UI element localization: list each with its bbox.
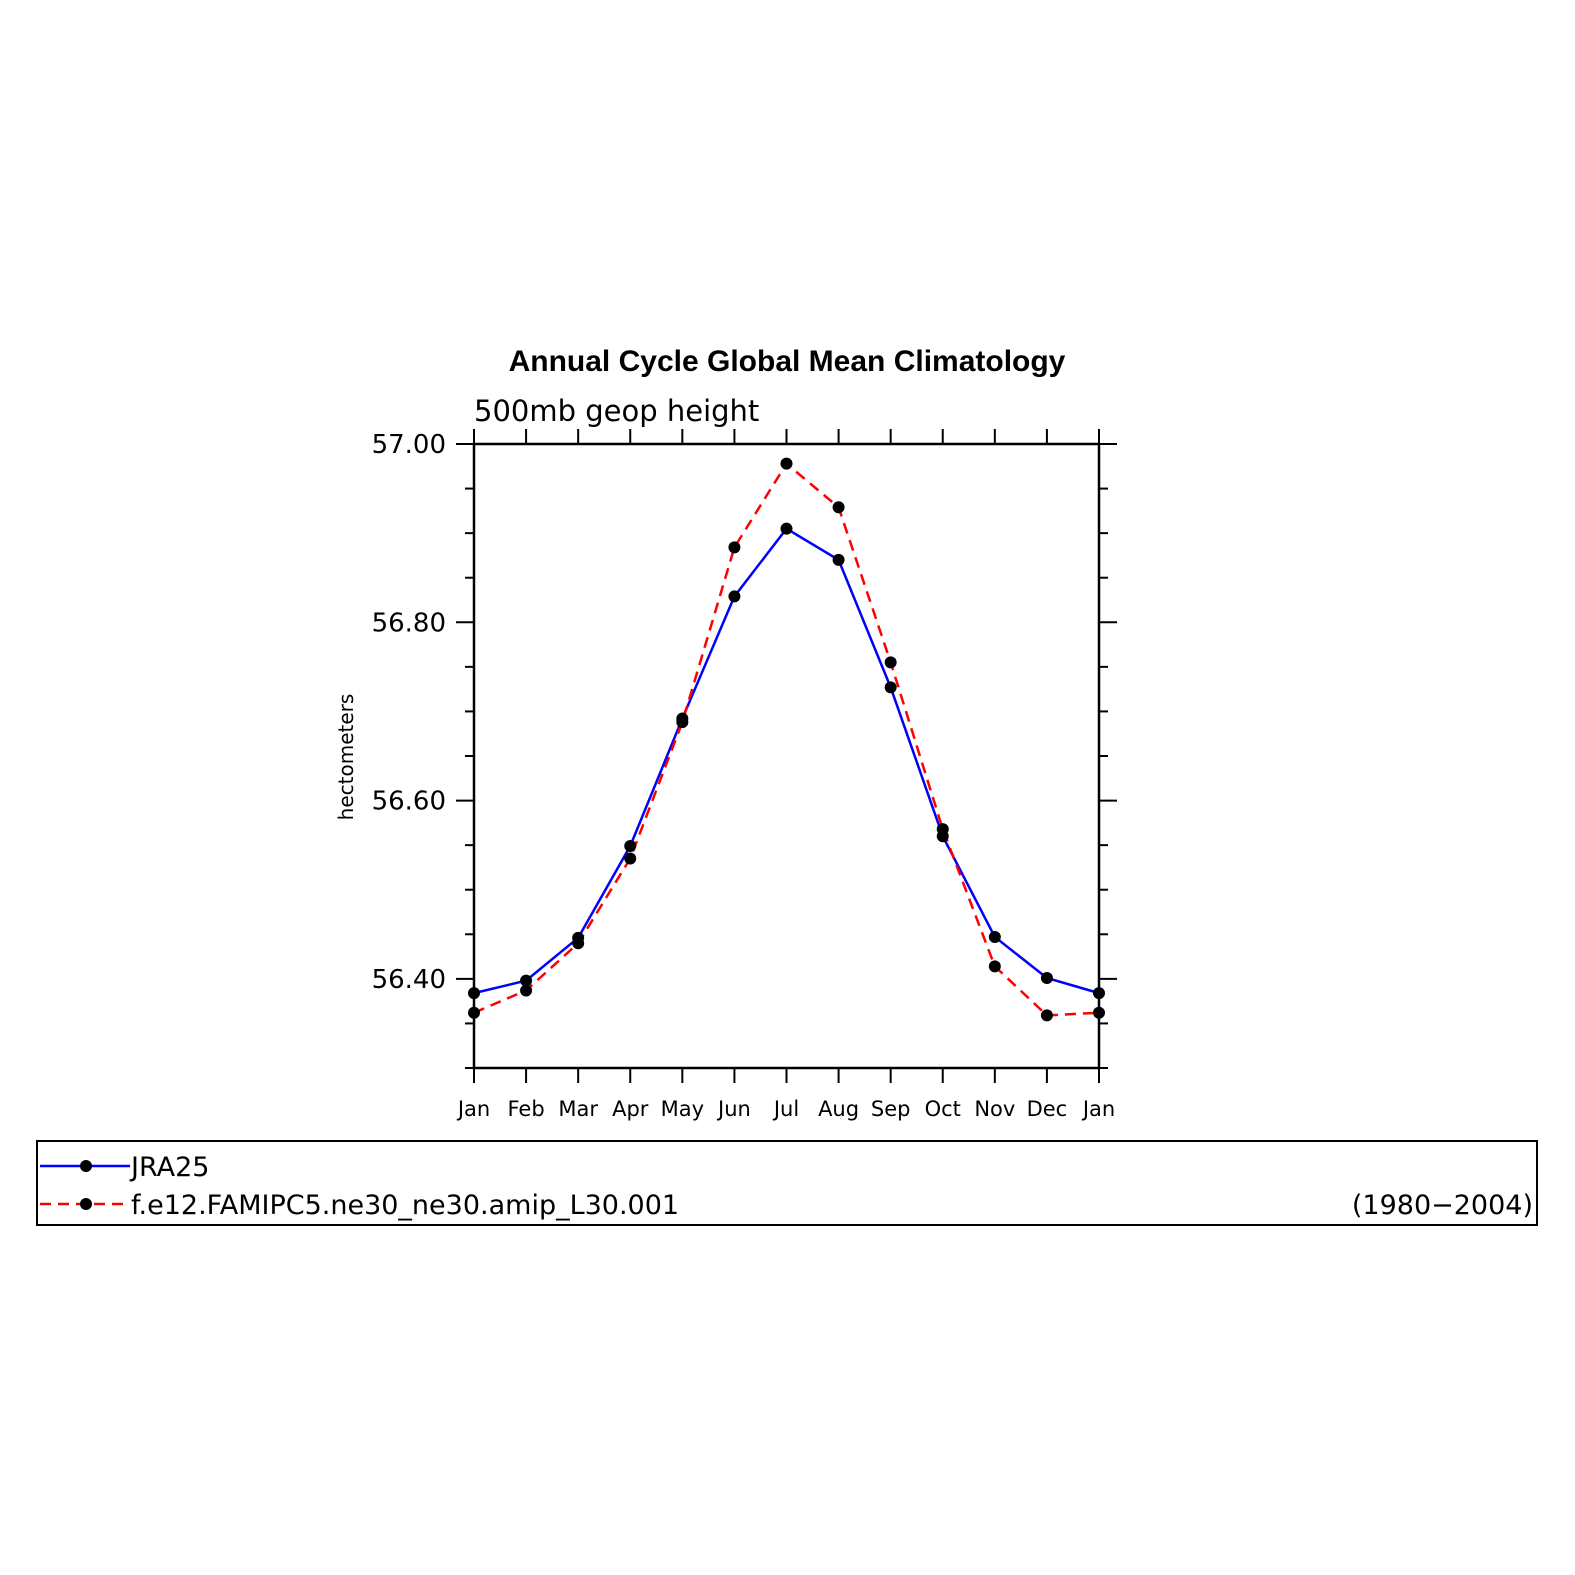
x-tick-label: May [661, 1097, 704, 1121]
series-0-point [780, 522, 793, 535]
series-0-point [988, 930, 1001, 943]
x-tick-label: Jan [456, 1097, 490, 1121]
series-line-0 [473, 527, 1100, 995]
legend-label-model: f.e12.FAMIPC5.ne30_ne30.amip_L30.001 [131, 1190, 679, 1221]
series-1-point [468, 1006, 480, 1019]
series-0-point [624, 840, 637, 853]
legend-label-jra25: JRA25 [129, 1152, 209, 1183]
x-tick-label: Jul [772, 1097, 799, 1121]
series-0-point [728, 590, 741, 603]
y-tick-label: 57.00 [372, 430, 446, 460]
legend-marker-jra25 [80, 1160, 92, 1172]
x-tick-label: Apr [612, 1097, 649, 1121]
x-tick-label: Jan [1081, 1097, 1115, 1121]
x-tick-label: Feb [507, 1097, 544, 1121]
series-1-point [936, 823, 949, 836]
x-tick-label: Oct [925, 1097, 961, 1121]
y-tick-label: 56.80 [372, 608, 446, 638]
series-1-point [624, 852, 637, 865]
series-line-1 [473, 461, 1100, 1017]
series-1-point [676, 716, 689, 729]
chart-subtitle: 500mb geop height [474, 394, 759, 428]
y-axis-label: hectometers [334, 694, 358, 821]
axis-ticks [456, 429, 1117, 1083]
series-1-point [1093, 1006, 1105, 1019]
series-layer [468, 457, 1105, 1022]
y-tick-label: 56.40 [372, 965, 446, 995]
y-tick-labels: 57.00 56.80 56.60 56.40 [372, 430, 446, 995]
series-1-point [520, 984, 533, 997]
series-0-point [1093, 987, 1105, 1000]
plot-frame [472, 442, 1101, 1070]
y-tick-label: 56.60 [372, 787, 446, 817]
legend-entry-model: f.e12.FAMIPC5.ne30_ne30.amip_L30.001 [40, 1190, 679, 1221]
x-tick-label: Aug [818, 1097, 859, 1121]
series-1-point [572, 937, 585, 950]
series-1-point [832, 501, 845, 514]
x-tick-label: Dec [1027, 1097, 1068, 1121]
series-1-point [884, 656, 897, 669]
legend-marker-model [80, 1198, 92, 1210]
x-tick-label: Nov [974, 1097, 1015, 1121]
series-1-point [988, 960, 1001, 973]
x-tick-label: Mar [558, 1097, 598, 1121]
x-tick-label: Jun [716, 1097, 751, 1121]
series-0-point [520, 974, 533, 987]
series-1-point [728, 541, 741, 554]
series-1-point [1040, 1009, 1053, 1022]
legend-years: (1980−2004) [1352, 1190, 1533, 1221]
chart-title: Annual Cycle Global Mean Climatology [509, 345, 1066, 378]
series-0-point [468, 987, 480, 1000]
series-0-point [1040, 971, 1053, 984]
legend-entry-jra25: JRA25 [40, 1152, 209, 1183]
x-tick-label: Sep [871, 1097, 911, 1121]
series-0-point [884, 681, 897, 694]
x-tick-labels: Jan Feb Mar Apr May Jun Jul Aug Sep Oct Nov Dec Jan [456, 1097, 1115, 1121]
legend-box [36, 1140, 1538, 1226]
series-0-point [832, 553, 845, 566]
series-1-point [780, 457, 793, 470]
